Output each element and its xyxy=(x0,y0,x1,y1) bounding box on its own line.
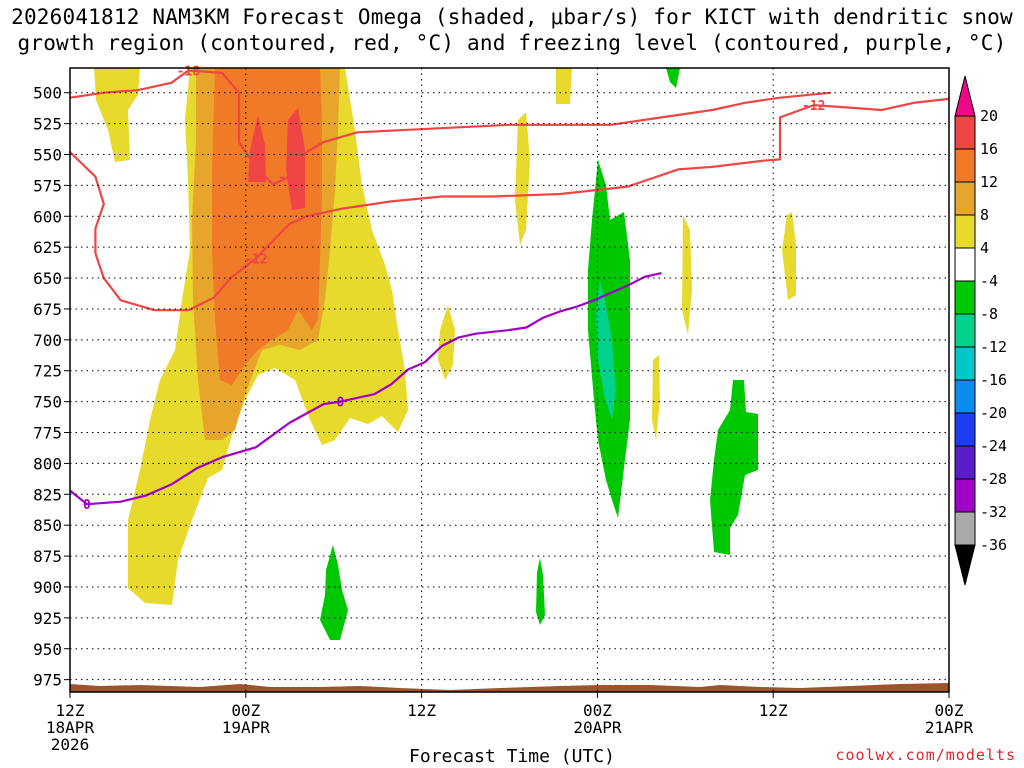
colorbar-label: -36 xyxy=(980,536,1007,554)
contour-label: -18 xyxy=(278,171,302,186)
y-tick-label: 500 xyxy=(33,84,62,103)
colorbar-label: -8 xyxy=(980,305,998,323)
plot-frame xyxy=(69,67,950,693)
chart-title-line2: growth region (contoured, red, °C) and f… xyxy=(17,31,1007,55)
y-tick-label: 525 xyxy=(33,115,62,134)
y-tick-label: 950 xyxy=(33,640,62,659)
colorbar-swatch xyxy=(954,313,976,348)
colorbar-swatch xyxy=(954,181,976,216)
terrain xyxy=(70,683,949,692)
omega-region-yellow-top xyxy=(94,68,140,162)
chart-title: 2026041812 NAM3KM Forecast Omega (shaded… xyxy=(0,4,1024,56)
omega-region-yellow-b xyxy=(515,112,530,245)
colorbar-swatch xyxy=(954,478,976,513)
y-tick-label: 900 xyxy=(33,578,62,597)
y-tick-label: 625 xyxy=(33,238,62,257)
omega-region-red-a xyxy=(248,115,266,182)
x-tick-label: 00Z xyxy=(583,701,612,720)
contour-label: -18 xyxy=(177,64,201,79)
x-tick-label: 00Z xyxy=(935,701,964,720)
omega-region-teal xyxy=(596,280,616,420)
colorbar-swatch xyxy=(954,445,976,480)
y-tick-label: 725 xyxy=(33,362,62,381)
colorbar-label: -24 xyxy=(980,437,1007,455)
colorbar-swatch xyxy=(954,346,976,381)
contour-dgz-minus18 xyxy=(69,69,831,186)
y-tick-label: 775 xyxy=(33,424,62,443)
y-tick-label: 650 xyxy=(33,269,62,288)
colorbar-swatch xyxy=(954,214,976,249)
colorbar-swatch xyxy=(954,412,976,447)
omega-region-green-c xyxy=(710,380,758,555)
y-tick-label: 875 xyxy=(33,547,62,566)
colorbar: 20 16 12 8 4 -4 -8 -12 -16 -20 -24 -28 -32 -36 xyxy=(954,75,1007,586)
colorbar-label: -28 xyxy=(980,470,1007,488)
x-tick-label: 19APR xyxy=(222,718,271,737)
colorbar-label: -32 xyxy=(980,503,1007,521)
x-tick-label: 2026 xyxy=(51,735,90,754)
y-tick-label: 925 xyxy=(33,609,62,628)
y-tick-label: 550 xyxy=(33,145,62,164)
chart-title-line1: 2026041812 NAM3KM Forecast Omega (shaded… xyxy=(11,5,1013,29)
y-tick-label: 600 xyxy=(33,207,62,226)
contour-label: -12 xyxy=(244,252,267,267)
colorbar-swatch xyxy=(954,148,976,183)
colorbar-label: -4 xyxy=(980,272,998,290)
colorbar-bottom-arrow xyxy=(954,544,976,586)
x-tick-label: 12Z xyxy=(407,701,436,720)
x-tick-label: 12Z xyxy=(56,701,85,720)
y-tick-label: 800 xyxy=(33,454,62,473)
contour-label: 0 xyxy=(337,396,345,411)
y-tick-label: 575 xyxy=(33,176,62,195)
colorbar-label: -20 xyxy=(980,404,1007,422)
colorbar-swatch xyxy=(954,379,976,414)
omega-region-green-d xyxy=(320,545,348,640)
contour-label: 0 xyxy=(83,498,91,513)
x-tick-label: 20APR xyxy=(573,718,622,737)
colorbar-swatch xyxy=(954,511,976,546)
grid-layer xyxy=(70,68,949,692)
colorbar-label: 20 xyxy=(980,107,998,125)
omega-region-yellow-e xyxy=(652,355,660,440)
colorbar-label: 12 xyxy=(980,173,998,191)
colorbar-swatch xyxy=(954,280,976,315)
colorbar-swatch xyxy=(954,115,976,150)
contour-freezing-level xyxy=(69,272,662,506)
y-axis: 500 525 550 575 600 625 650 675 700 725 750 775 800 8… xyxy=(33,84,70,690)
y-tick-label: 975 xyxy=(33,671,62,690)
omega-region-yellow-f xyxy=(782,212,796,300)
x-tick-label: 00Z xyxy=(231,701,260,720)
x-tick-label: 12Z xyxy=(759,701,788,720)
omega-region-green-a xyxy=(666,68,680,88)
omega-region-red-b xyxy=(286,108,305,210)
x-axis-title: Forecast Time (UTC) xyxy=(409,746,615,767)
y-tick-label: 675 xyxy=(33,300,62,319)
omega-region-yellow-a xyxy=(556,68,572,104)
contour-layer: -12 -12 -18 -18 0 0 xyxy=(69,64,950,513)
contour-label: -12 xyxy=(802,99,825,114)
y-tick-label: 700 xyxy=(33,331,62,350)
y-tick-label: 850 xyxy=(33,516,62,535)
y-tick-label: 825 xyxy=(33,485,62,504)
credit-text: coolwx.com/modelts xyxy=(835,746,1016,764)
colorbar-label: 16 xyxy=(980,140,998,158)
colorbar-label: 8 xyxy=(980,206,989,224)
omega-region-green-e xyxy=(536,558,545,625)
colorbar-swatch xyxy=(954,247,976,282)
x-tick-label: 21APR xyxy=(925,718,974,737)
colorbar-label: 4 xyxy=(980,239,989,257)
omega-shading xyxy=(94,68,796,640)
x-tick-label: 18APR xyxy=(46,718,95,737)
colorbar-label: -12 xyxy=(980,338,1007,356)
colorbar-top-arrow xyxy=(954,75,976,117)
omega-region-yellow-d xyxy=(682,215,692,335)
colorbar-label: -16 xyxy=(980,371,1007,389)
y-tick-label: 750 xyxy=(33,393,62,412)
